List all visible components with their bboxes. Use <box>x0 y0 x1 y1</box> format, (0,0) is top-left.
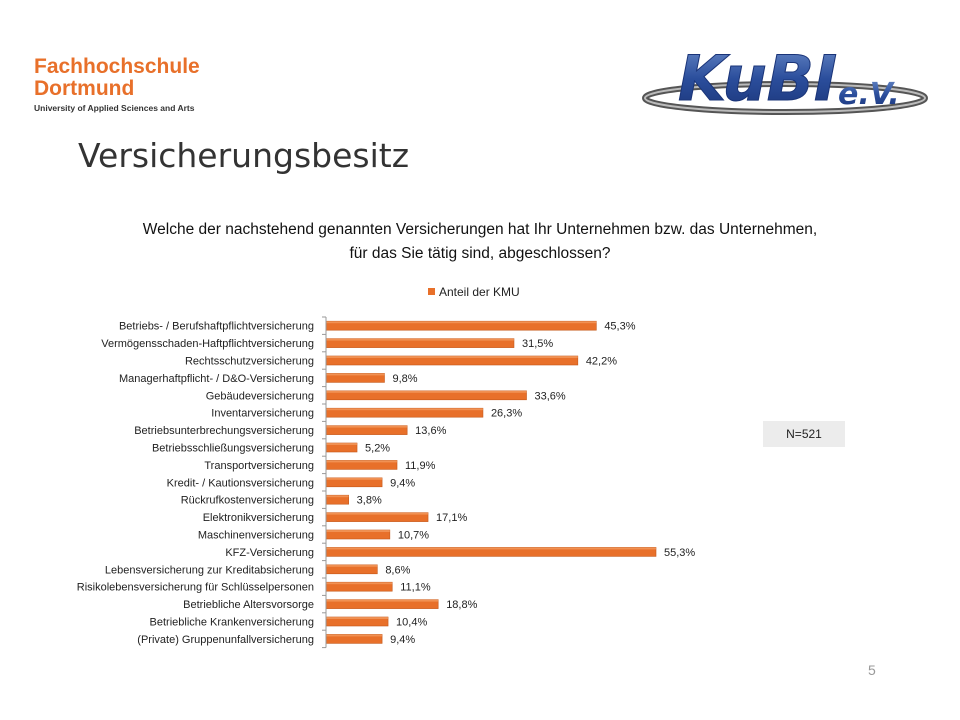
bar-highlight <box>326 425 408 428</box>
category-label: Kredit- / Kautionsversicherung <box>167 477 314 489</box>
category-label: Lebensversicherung zur Kreditabsicherung <box>105 564 314 576</box>
bar-highlight <box>326 356 578 358</box>
data-label: 9,4% <box>390 634 415 646</box>
bar-highlight <box>326 564 378 567</box>
category-label: Rechtsschutzversicherung <box>185 356 314 368</box>
fh-dortmund-logo: Fachhochschule Dortmund University of Ap… <box>34 55 200 114</box>
kubi-logo: KuBI e.V. <box>642 42 928 116</box>
data-label: 31,5% <box>522 338 553 350</box>
bar-highlight <box>326 390 527 393</box>
bar-highlight <box>326 477 383 480</box>
category-label: Betriebliche Altersvorsorge <box>183 599 314 611</box>
data-label: 10,4% <box>396 617 427 629</box>
category-label: Vermögensschaden-Haftpflichtversicherung <box>101 338 314 350</box>
category-label: KFZ-Versicherung <box>225 547 314 559</box>
data-label: 3,8% <box>357 495 382 507</box>
kubi-logo-suffix: e.V. <box>838 77 900 112</box>
bar-highlight <box>326 512 429 515</box>
bar-highlight <box>326 582 393 585</box>
bar-highlight <box>326 599 439 602</box>
chart-legend: Anteil der KMU <box>428 285 520 299</box>
data-label: 13,6% <box>415 425 446 437</box>
category-label: Betriebliche Krankenversicherung <box>150 617 314 629</box>
data-label: 9,8% <box>392 373 417 385</box>
bar-highlight <box>326 338 514 341</box>
category-label: Gebäudeversicherung <box>206 390 314 402</box>
data-label: 33,6% <box>535 390 566 402</box>
survey-question: Welche der nachstehend genannten Versich… <box>142 221 818 262</box>
legend-label: Anteil der KMU <box>439 285 520 299</box>
category-label: (Private) Gruppenunfallversicherung <box>137 634 314 646</box>
bar-highlight <box>326 547 656 550</box>
bar-highlight <box>326 634 383 637</box>
kubi-logo-text: KuBI <box>678 42 837 115</box>
data-label: 17,1% <box>436 512 467 524</box>
category-label: Betriebsunterbrechungsversicherung <box>134 425 314 437</box>
legend-swatch <box>428 288 435 295</box>
data-label: 45,3% <box>604 321 635 333</box>
bar-highlight <box>326 617 389 619</box>
data-label: 42,2% <box>586 356 617 368</box>
slide-title: Versicherungsbesitz <box>78 136 410 175</box>
category-label: Risikolebensversicherung für Schlüsselpe… <box>77 582 314 594</box>
category-label: Maschinenversicherung <box>198 530 314 542</box>
fh-logo-line1: Fachhochschule <box>34 55 200 78</box>
bar-highlight <box>326 460 398 463</box>
category-label: Inventarversicherung <box>211 408 314 420</box>
category-label: Rückrufkostenversicherung <box>181 495 314 507</box>
bar-highlight <box>326 443 358 445</box>
data-label: 18,8% <box>446 599 477 611</box>
sample-size-badge: N=521 <box>763 421 845 447</box>
data-label: 5,2% <box>365 443 390 455</box>
data-label: 11,1% <box>400 582 431 594</box>
category-label: Transportversicherung <box>204 460 314 472</box>
data-label: 9,4% <box>390 477 415 489</box>
data-label: 11,9% <box>405 460 436 472</box>
data-label: 8,6% <box>385 564 410 576</box>
bar-highlight <box>326 495 349 498</box>
data-label: 10,7% <box>398 530 429 542</box>
bar-highlight <box>326 530 390 532</box>
data-label: 26,3% <box>491 408 522 420</box>
bar-highlight <box>326 408 483 411</box>
category-label: Managerhaftpflicht- / D&O-Versicherung <box>119 373 314 385</box>
category-label: Betriebs- / Berufshaftpflichtversicherun… <box>119 321 314 333</box>
data-label: 55,3% <box>664 547 695 559</box>
category-label: Betriebsschließungsversicherung <box>152 443 314 455</box>
fh-logo-line2: Dortmund <box>34 77 135 100</box>
bar-highlight <box>326 373 385 376</box>
page-number: 5 <box>868 662 876 678</box>
bar-highlight <box>326 321 597 324</box>
fh-logo-line3: University of Applied Sciences and Arts <box>34 103 195 113</box>
category-label: Elektronikversicherung <box>203 512 314 524</box>
